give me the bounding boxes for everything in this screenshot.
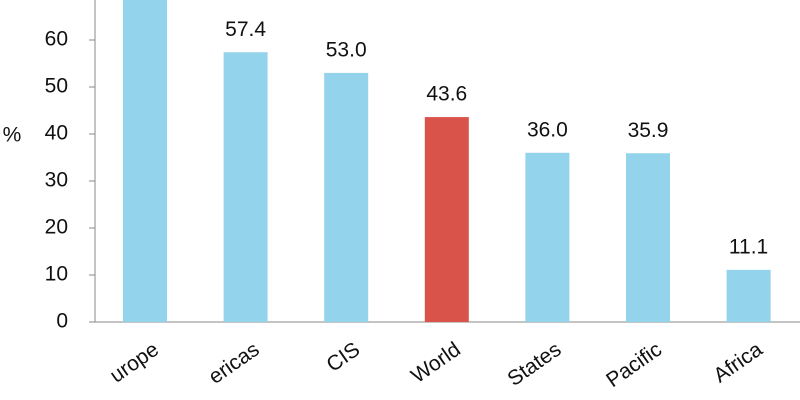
x-tick-label: ericas — [205, 338, 264, 389]
y-tick-label: 70 — [45, 0, 68, 4]
x-tick-label: World — [407, 338, 465, 388]
y-tick-label: 40 — [45, 122, 68, 145]
value-label: 43.6 — [426, 83, 467, 106]
y-tick-label: 30 — [45, 169, 68, 192]
value-label: 53.0 — [326, 38, 367, 61]
bar — [123, 0, 167, 322]
bar — [726, 269, 771, 322]
bar — [626, 153, 670, 322]
y-tick-label: 10 — [45, 263, 68, 286]
bar — [223, 52, 268, 322]
bar — [324, 72, 369, 323]
value-label: 57.4 — [225, 18, 266, 41]
bar — [525, 152, 570, 322]
value-label: 11.1 — [729, 235, 768, 258]
bar — [424, 117, 469, 322]
y-tick-label: 0 — [56, 310, 68, 333]
y-tick-label: 20 — [45, 216, 68, 239]
x-tick-label: States — [503, 338, 565, 391]
x-tick-label: Pacific — [602, 338, 666, 392]
y-tick-label: 60 — [45, 28, 68, 51]
x-tick-label: CIS — [322, 338, 364, 377]
value-label: 35.9 — [628, 119, 669, 142]
x-tick-label: Africa — [709, 338, 766, 388]
y-axis-label: % — [3, 124, 22, 147]
y-tick-label: 50 — [45, 75, 68, 98]
value-label: 36.0 — [527, 118, 568, 141]
x-tick-label: urope — [106, 338, 163, 388]
